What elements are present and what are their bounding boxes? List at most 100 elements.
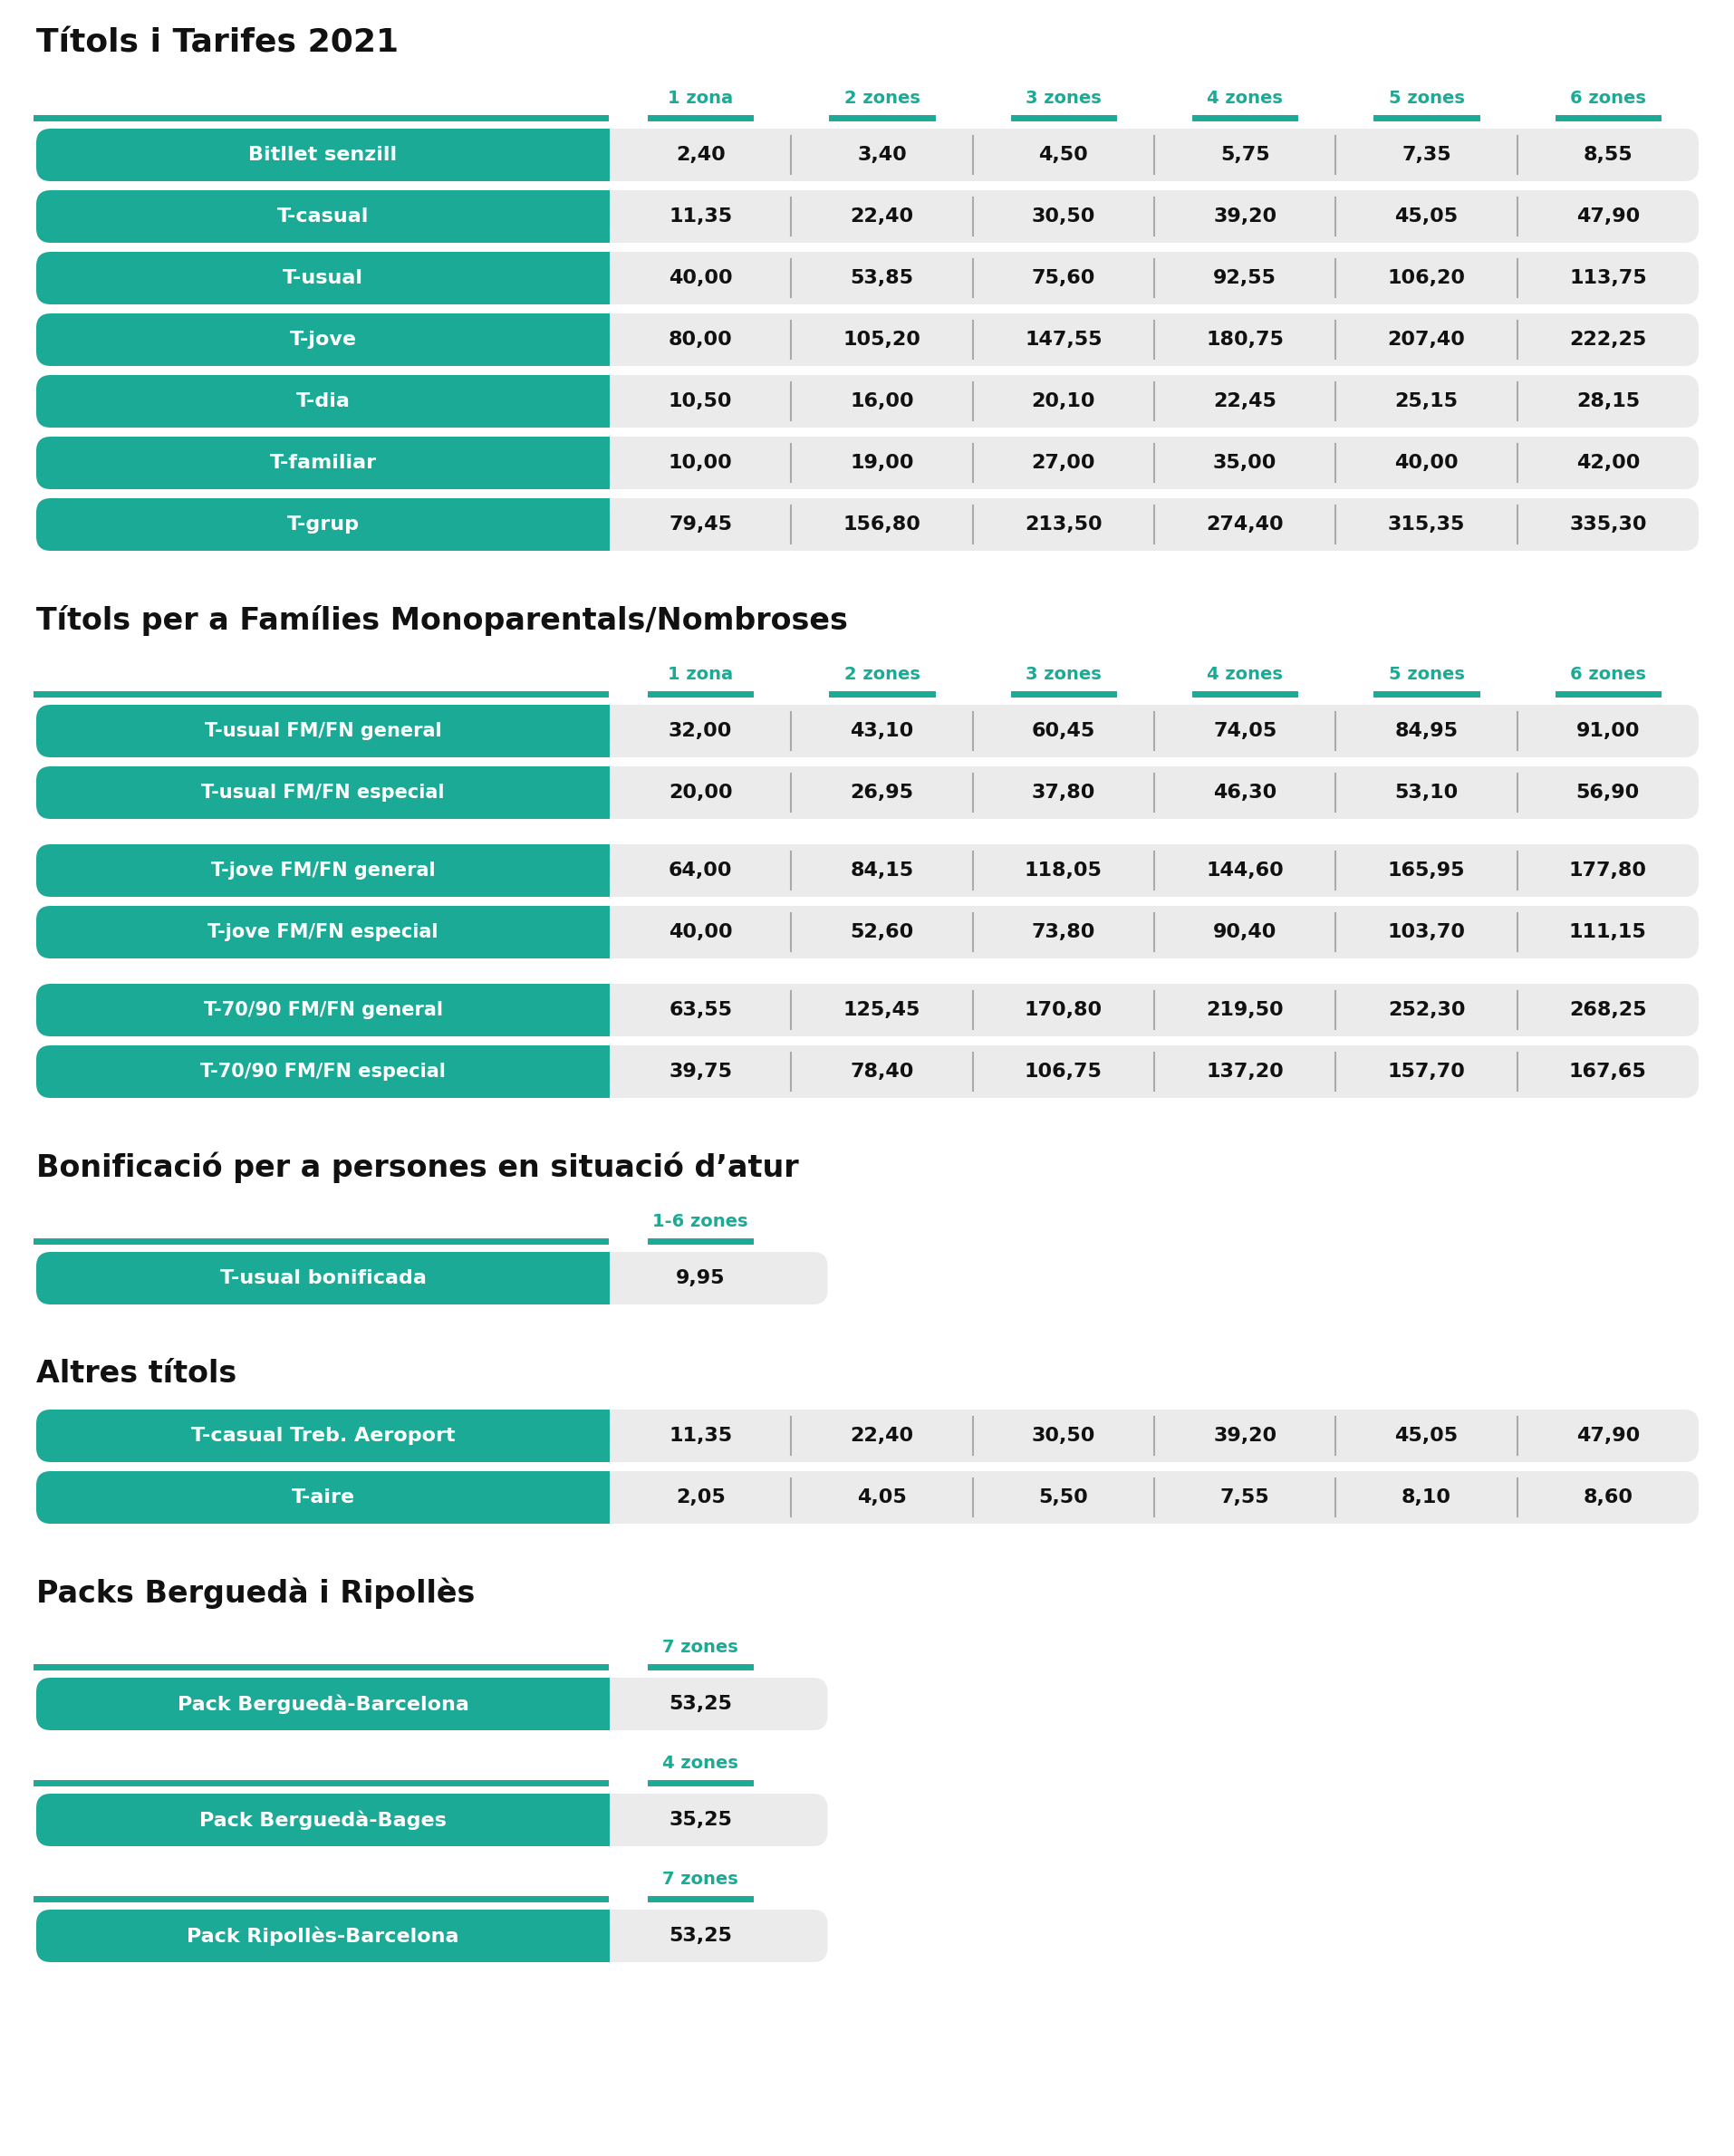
Bar <box>595 313 609 367</box>
Text: 125,45: 125,45 <box>843 1000 921 1020</box>
FancyBboxPatch shape <box>36 1677 609 1731</box>
Text: 20,00: 20,00 <box>668 783 732 802</box>
FancyBboxPatch shape <box>36 498 609 550</box>
Text: 39,75: 39,75 <box>669 1063 732 1080</box>
Text: 39,20: 39,20 <box>1212 207 1276 226</box>
Text: 37,80: 37,80 <box>1032 783 1094 802</box>
Text: 63,55: 63,55 <box>669 1000 732 1020</box>
FancyBboxPatch shape <box>36 705 1698 757</box>
Bar <box>595 252 609 304</box>
Text: 111,15: 111,15 <box>1568 923 1646 942</box>
Text: 7,35: 7,35 <box>1401 147 1450 164</box>
Text: T-jove: T-jove <box>290 330 357 349</box>
Text: 64,00: 64,00 <box>668 862 732 880</box>
Text: 60,45: 60,45 <box>1032 722 1094 740</box>
Bar <box>595 1910 609 1962</box>
Text: T-casual Treb. Aeroport: T-casual Treb. Aeroport <box>191 1427 454 1445</box>
FancyBboxPatch shape <box>36 252 1698 304</box>
Text: T-jove FM/FN especial: T-jove FM/FN especial <box>208 923 439 942</box>
Text: 2,40: 2,40 <box>675 147 725 164</box>
Bar <box>595 498 609 550</box>
Text: 20,10: 20,10 <box>1032 392 1094 410</box>
Text: 219,50: 219,50 <box>1205 1000 1283 1020</box>
Text: 147,55: 147,55 <box>1025 330 1101 349</box>
FancyBboxPatch shape <box>36 313 609 367</box>
Text: 42,00: 42,00 <box>1574 455 1639 472</box>
Text: Bonificació per a persones en situació d’atur: Bonificació per a persones en situació d… <box>36 1151 798 1184</box>
Text: 222,25: 222,25 <box>1569 330 1646 349</box>
Text: 47,90: 47,90 <box>1574 1427 1639 1445</box>
Text: Títols i Tarifes 2021: Títols i Tarifes 2021 <box>36 28 399 58</box>
Text: 8,10: 8,10 <box>1401 1488 1451 1507</box>
Text: T-usual FM/FN general: T-usual FM/FN general <box>205 722 440 740</box>
Text: 5,75: 5,75 <box>1219 147 1269 164</box>
Text: 52,60: 52,60 <box>850 923 914 942</box>
FancyBboxPatch shape <box>36 313 1698 367</box>
Text: Altres títols: Altres títols <box>36 1358 236 1388</box>
Text: 7 zones: 7 zones <box>662 1639 739 1656</box>
FancyBboxPatch shape <box>36 1677 827 1731</box>
Text: T-jove FM/FN general: T-jove FM/FN general <box>212 862 435 880</box>
Text: 16,00: 16,00 <box>850 392 914 410</box>
Text: 6 zones: 6 zones <box>1569 666 1646 683</box>
Text: 53,25: 53,25 <box>669 1695 732 1714</box>
Text: Títols per a Famílies Monoparentals/Nombroses: Títols per a Famílies Monoparentals/Nomb… <box>36 606 848 636</box>
Text: 7 zones: 7 zones <box>662 1871 739 1889</box>
Text: 10,50: 10,50 <box>668 392 732 410</box>
FancyBboxPatch shape <box>36 1470 609 1524</box>
FancyBboxPatch shape <box>36 1470 1698 1524</box>
Text: 43,10: 43,10 <box>850 722 914 740</box>
FancyBboxPatch shape <box>36 906 609 959</box>
Text: 22,40: 22,40 <box>850 207 914 226</box>
Text: T-usual FM/FN especial: T-usual FM/FN especial <box>201 783 444 802</box>
Bar <box>595 906 609 959</box>
Text: 40,00: 40,00 <box>668 270 732 287</box>
Text: 5 zones: 5 zones <box>1387 666 1463 683</box>
FancyBboxPatch shape <box>36 498 1698 550</box>
Text: Packs Berguedà i Ripollès: Packs Berguedà i Ripollès <box>36 1578 475 1608</box>
Bar <box>595 765 609 819</box>
Text: 56,90: 56,90 <box>1574 783 1639 802</box>
Text: 28,15: 28,15 <box>1574 392 1639 410</box>
Text: Pack Ripollès-Barcelona: Pack Ripollès-Barcelona <box>187 1925 460 1945</box>
Text: 8,60: 8,60 <box>1581 1488 1632 1507</box>
FancyBboxPatch shape <box>36 765 1698 819</box>
Bar <box>595 1470 609 1524</box>
Text: 335,30: 335,30 <box>1568 515 1646 533</box>
Text: 4 zones: 4 zones <box>1207 91 1281 108</box>
Text: 3 zones: 3 zones <box>1025 91 1101 108</box>
Text: 75,60: 75,60 <box>1032 270 1094 287</box>
FancyBboxPatch shape <box>36 375 609 427</box>
Text: 165,95: 165,95 <box>1387 862 1465 880</box>
Text: 26,95: 26,95 <box>850 783 914 802</box>
Text: Bitllet senzill: Bitllet senzill <box>248 147 397 164</box>
Text: 9,95: 9,95 <box>676 1270 725 1287</box>
Text: 1 zona: 1 zona <box>668 666 733 683</box>
Text: 84,15: 84,15 <box>850 862 914 880</box>
Bar <box>595 1410 609 1462</box>
Text: 4,50: 4,50 <box>1039 147 1087 164</box>
FancyBboxPatch shape <box>36 983 1698 1037</box>
Text: 1-6 zones: 1-6 zones <box>652 1214 747 1231</box>
Text: 8,55: 8,55 <box>1583 147 1632 164</box>
FancyBboxPatch shape <box>36 845 1698 897</box>
Text: 74,05: 74,05 <box>1212 722 1276 740</box>
FancyBboxPatch shape <box>36 1794 609 1846</box>
FancyBboxPatch shape <box>36 1410 609 1462</box>
Text: 84,95: 84,95 <box>1394 722 1457 740</box>
Text: Pack Berguedà-Bages: Pack Berguedà-Bages <box>199 1811 446 1830</box>
FancyBboxPatch shape <box>36 129 1698 181</box>
Bar <box>595 845 609 897</box>
FancyBboxPatch shape <box>36 845 609 897</box>
FancyBboxPatch shape <box>36 1410 1698 1462</box>
Text: 90,40: 90,40 <box>1212 923 1276 942</box>
Text: 2,05: 2,05 <box>675 1488 725 1507</box>
Text: 10,00: 10,00 <box>668 455 732 472</box>
Text: 106,20: 106,20 <box>1387 270 1465 287</box>
Text: 53,25: 53,25 <box>669 1927 732 1945</box>
Text: T-casual: T-casual <box>277 207 369 226</box>
Text: 2 zones: 2 zones <box>843 91 919 108</box>
FancyBboxPatch shape <box>36 438 609 489</box>
Text: 27,00: 27,00 <box>1032 455 1094 472</box>
Text: 78,40: 78,40 <box>850 1063 914 1080</box>
